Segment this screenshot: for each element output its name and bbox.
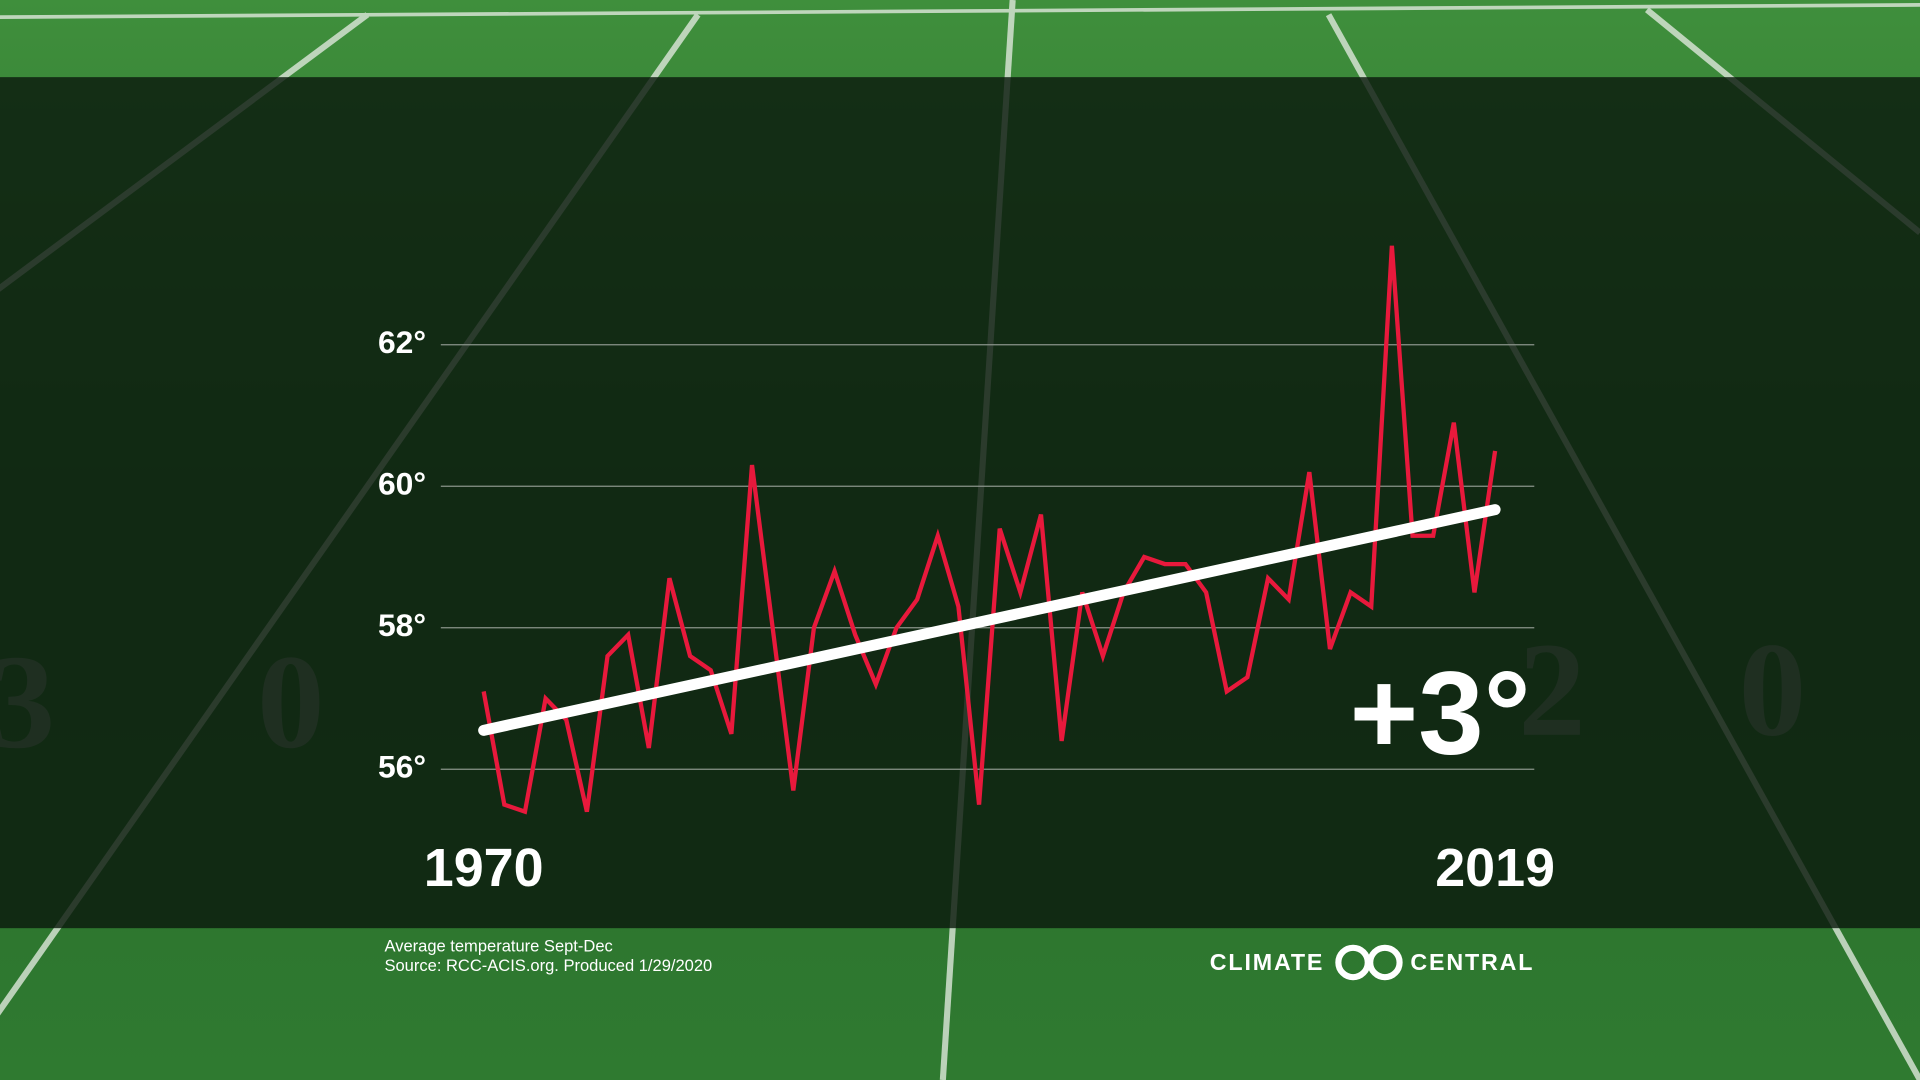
note: Source: RCC-ACIS.org. Produced 1/29/2020 [384,956,712,975]
trend-line [478,504,1501,736]
logo-text: CLIMATE [1210,949,1324,975]
y-tick-label: 58° [378,607,426,643]
overlay-panel [0,77,1920,929]
data-line [481,245,1498,815]
x-tick-label: 2019 [1435,838,1555,898]
y-tick-label: 60° [378,466,426,502]
logo-text: CENTRAL [1410,949,1534,975]
x-tick-label: 1970 [424,838,544,898]
logo-icon [1335,944,1403,981]
annotation: +3° [1350,647,1531,778]
y-tick-label: 56° [378,749,426,785]
y-tick-label: 62° [378,324,426,360]
note: Average temperature Sept-Dec [384,936,612,955]
